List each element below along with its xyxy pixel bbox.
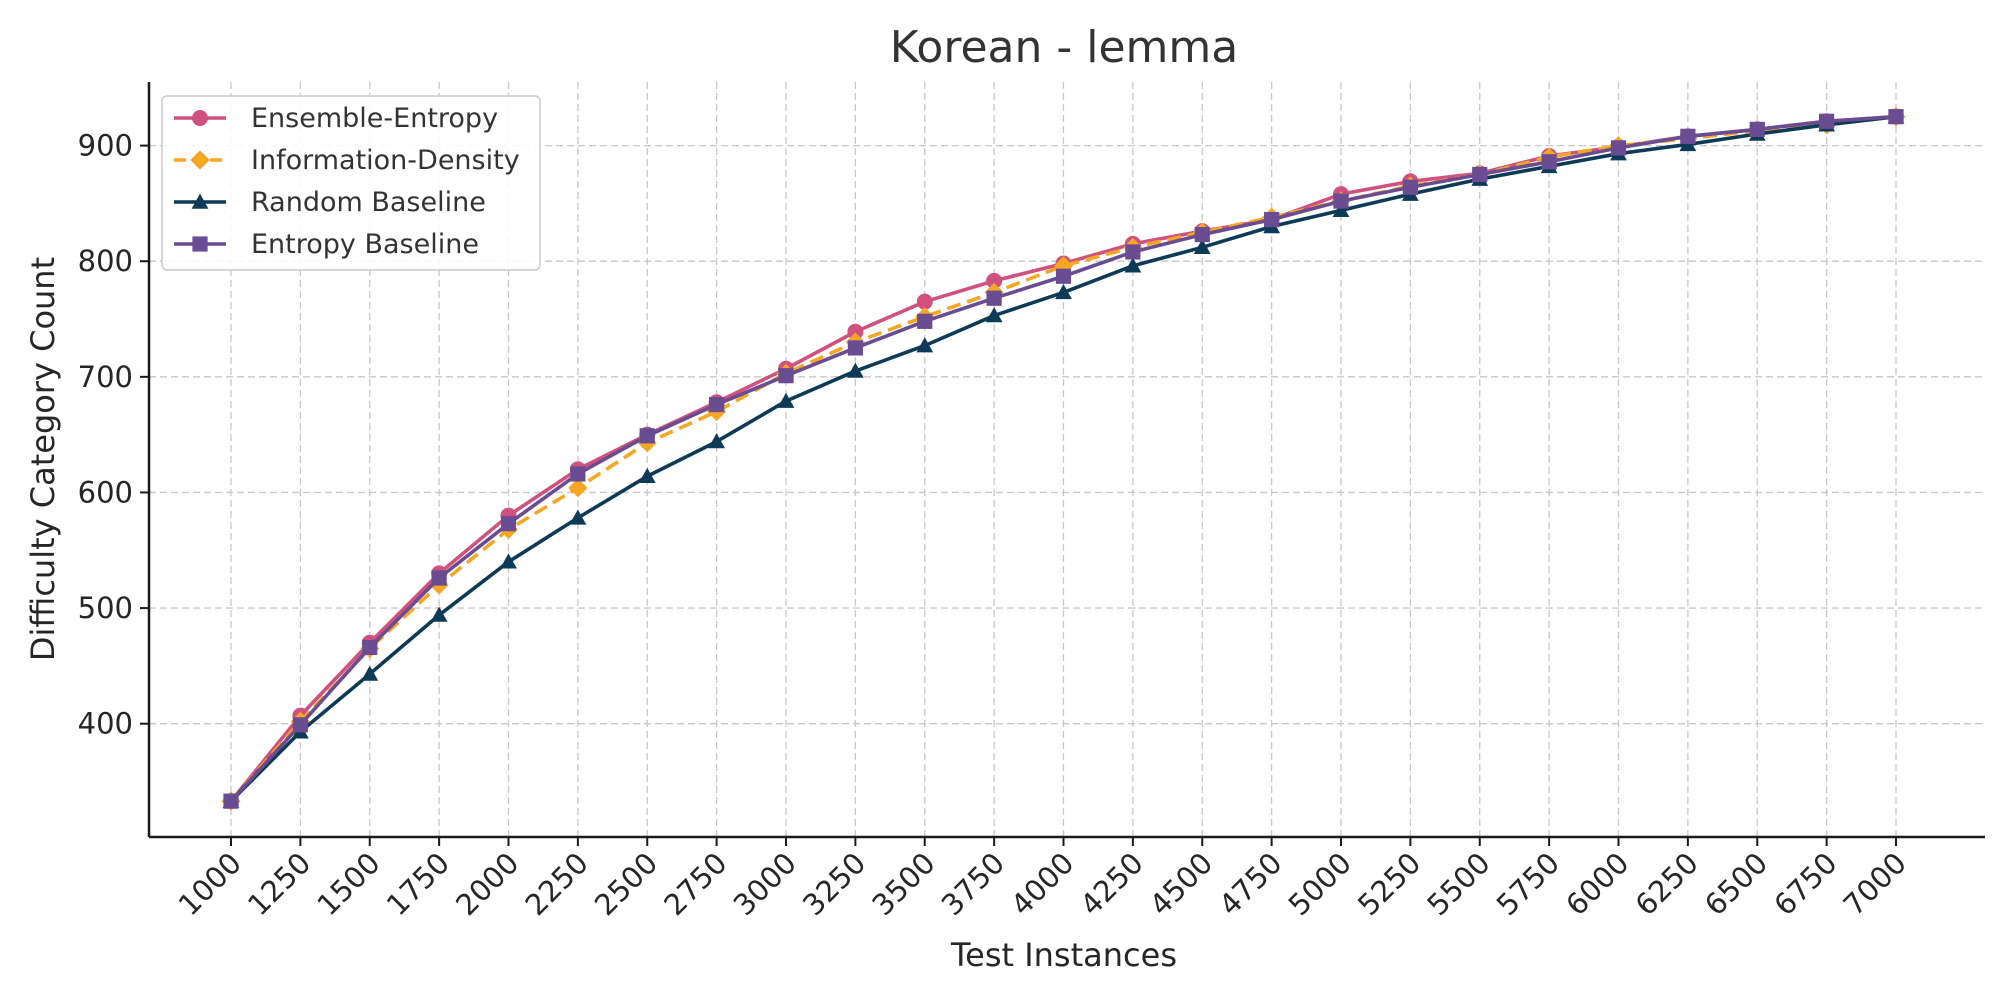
x-tick-label: 6250 (1629, 846, 1705, 922)
data-point-entropy-baseline (1194, 227, 1210, 243)
legend-marker (192, 236, 208, 252)
series-entropy-baseline (223, 109, 1904, 809)
data-point-entropy-baseline (1610, 140, 1627, 156)
data-point-entropy-baseline (1402, 179, 1418, 195)
legend-marker (190, 150, 210, 170)
data-point-entropy-baseline (1055, 268, 1072, 284)
x-tick-label: 6500 (1698, 846, 1774, 922)
x-tick-label: 3000 (727, 846, 803, 922)
y-tick-label: 400 (78, 707, 133, 741)
chart-title: Korean - lemma (890, 22, 1238, 73)
x-tick-label: 5750 (1490, 846, 1566, 922)
x-tick-label: 6750 (1767, 846, 1843, 922)
data-point-random-baseline (1332, 201, 1350, 218)
data-point-entropy-baseline (570, 466, 586, 482)
data-point-entropy-baseline (223, 793, 239, 809)
legend-label: Ensemble-Entropy (251, 103, 498, 134)
legend: Ensemble-Entropy Information-Density Rando… (161, 95, 541, 271)
x-tick-label: 5000 (1282, 846, 1358, 922)
x-tick-label: 4000 (1004, 846, 1080, 922)
data-point-entropy-baseline (639, 428, 655, 444)
data-point-random-baseline (638, 467, 656, 483)
x-tick-label: 1500 (310, 846, 386, 922)
data-point-entropy-baseline (431, 570, 447, 586)
data-point-entropy-baseline (1749, 121, 1765, 138)
x-tick-label: 3750 (935, 846, 1011, 922)
legend-box (161, 95, 541, 271)
data-point-entropy-baseline (1680, 128, 1696, 144)
x-tick-label: 3250 (796, 846, 872, 922)
legend-label: Information-Density (251, 145, 520, 176)
data-point-random-baseline (846, 362, 864, 378)
data-point-random-baseline (985, 307, 1003, 323)
data-point-random-baseline (430, 606, 448, 622)
data-point-ensemble-entropy (986, 272, 1003, 289)
x-tick-label: 2750 (657, 846, 733, 922)
x-tick-label: 1250 (241, 846, 317, 922)
data-point-entropy-baseline (1125, 244, 1141, 260)
data-point-entropy-baseline (1819, 113, 1835, 129)
data-point-random-baseline (569, 509, 587, 525)
legend-label: Random Baseline (251, 187, 486, 218)
data-point-random-baseline (708, 433, 726, 449)
x-axis-label: Test Instances (950, 936, 1177, 974)
data-point-entropy-baseline (847, 340, 863, 356)
data-point-entropy-baseline (917, 313, 933, 329)
y-axis-label: Difficulty Category Count (24, 257, 62, 661)
data-point-entropy-baseline (1472, 166, 1488, 183)
axes (147, 82, 1985, 839)
legend-item-entropy-baseline: Entropy Baseline (174, 229, 479, 260)
data-point-information-density (1053, 256, 1074, 276)
x-tick-label: 2500 (588, 846, 664, 922)
y-tick-label: 900 (78, 129, 133, 163)
x-tick-label: 5250 (1351, 846, 1427, 922)
x-tick-label: 1750 (380, 846, 456, 922)
data-point-entropy-baseline (500, 516, 517, 532)
data-point-entropy-baseline (292, 717, 308, 733)
y-tick-label: 500 (78, 591, 133, 625)
series-lines (221, 107, 1906, 811)
data-point-entropy-baseline (778, 368, 794, 384)
data-point-entropy-baseline (1333, 193, 1349, 209)
data-point-random-baseline (916, 337, 934, 353)
x-tick-label: 2000 (449, 846, 525, 922)
data-point-random-baseline (1055, 284, 1072, 300)
data-point-random-baseline (361, 665, 379, 681)
legend-label: Entropy Baseline (251, 229, 479, 260)
data-point-ensemble-entropy (847, 323, 864, 340)
data-point-random-baseline (500, 553, 517, 569)
x-tick-label: 6000 (1559, 846, 1635, 922)
y-tick-label: 700 (78, 360, 133, 394)
x-tick-label: 5500 (1420, 846, 1496, 922)
x-tick-label: 1000 (172, 846, 248, 922)
y-tick-label: 800 (78, 244, 133, 278)
data-point-random-baseline (1124, 257, 1142, 273)
x-tick-label: 3500 (865, 846, 941, 922)
x-tick-label: 4750 (1212, 846, 1288, 922)
y-tick-label: 600 (78, 475, 133, 509)
x-tick-label: 7000 (1837, 846, 1913, 922)
data-point-entropy-baseline (362, 639, 378, 655)
data-point-information-density (568, 478, 588, 498)
data-point-entropy-baseline (709, 396, 725, 413)
data-point-entropy-baseline (986, 290, 1002, 306)
data-point-entropy-baseline (1888, 109, 1904, 125)
data-point-random-baseline (1193, 238, 1211, 255)
data-point-ensemble-entropy (916, 293, 933, 310)
data-point-random-baseline (777, 392, 795, 408)
legend-marker (192, 110, 208, 126)
data-point-entropy-baseline (1541, 154, 1557, 170)
data-point-entropy-baseline (1264, 211, 1280, 228)
x-tick-label: 4250 (1074, 846, 1150, 922)
legend-marker (191, 193, 209, 209)
legend-item-random-baseline: Random Baseline (174, 187, 486, 218)
x-tick-label: 4500 (1143, 846, 1219, 922)
legend-item-information-density: Information-Density (174, 145, 520, 176)
legend-item-ensemble-entropy: Ensemble-Entropy (174, 103, 498, 134)
x-tick-label: 2250 (519, 846, 595, 922)
